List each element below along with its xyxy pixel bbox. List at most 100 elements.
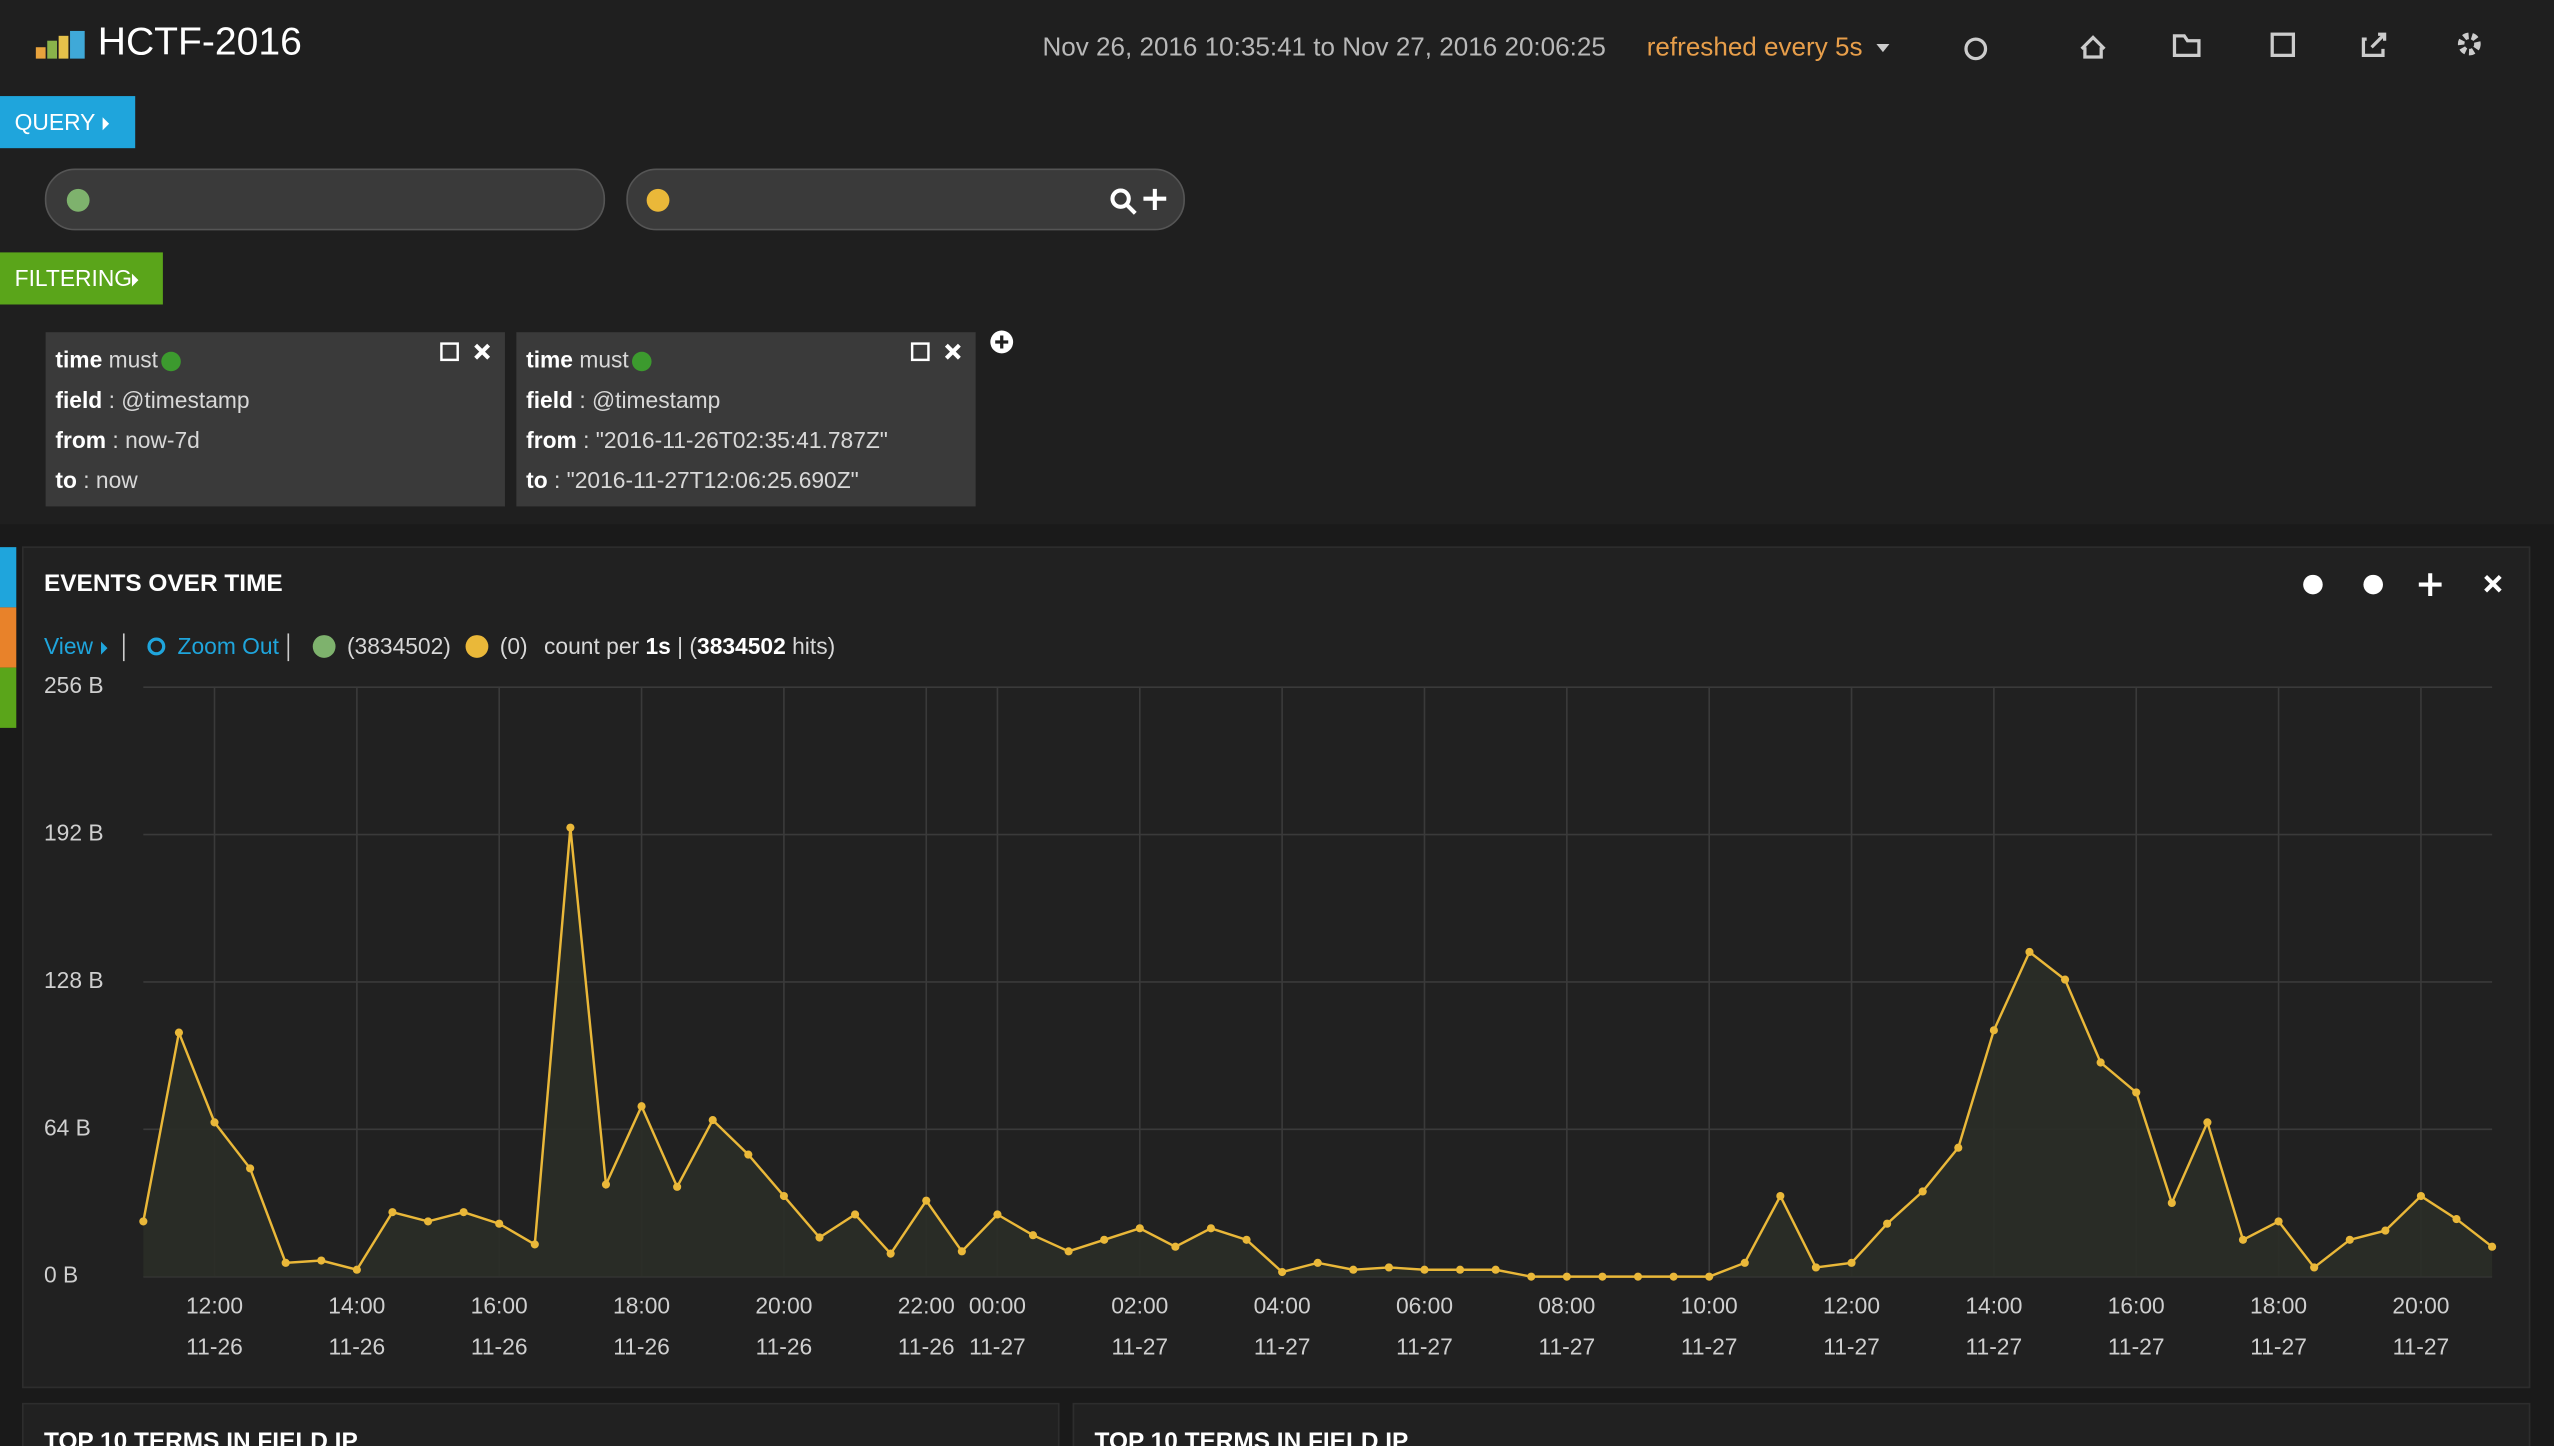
- row-tab[interactable]: [0, 547, 17, 608]
- x-tick-label: 06:00: [1396, 1293, 1453, 1319]
- point: [1954, 1143, 1963, 1152]
- x-tick-date: 11-27: [2393, 1333, 2450, 1359]
- x-tick-date: 11-27: [1823, 1333, 1880, 1359]
- point: [1562, 1272, 1571, 1281]
- plus: [995, 335, 1009, 349]
- point: [1705, 1272, 1714, 1281]
- x-tick-date: 11-27: [2250, 1333, 2307, 1359]
- point: [2381, 1226, 2390, 1235]
- filter-value: @timestamp: [592, 387, 720, 413]
- settings-icon[interactable]: [2363, 574, 2383, 595]
- point: [139, 1217, 148, 1226]
- filter-mode: must: [579, 347, 629, 373]
- x-tick-label: 02:00: [1111, 1293, 1168, 1319]
- x-tick-label: 14:00: [1965, 1293, 2022, 1319]
- point: [922, 1196, 931, 1205]
- point: [2488, 1242, 2497, 1251]
- x-tick-date: 11-27: [2108, 1333, 2165, 1359]
- point: [2345, 1235, 2354, 1244]
- panel-actions: [2303, 573, 2502, 596]
- filter-remove[interactable]: [474, 343, 491, 360]
- legend: (3834502) (0): [312, 633, 528, 659]
- point: [1527, 1272, 1536, 1281]
- query-input[interactable]: [626, 168, 1185, 231]
- settings-icon[interactable]: [2457, 32, 2481, 56]
- point: [2310, 1263, 2319, 1272]
- point: [1028, 1231, 1038, 1240]
- point: [2452, 1215, 2461, 1224]
- query-button[interactable]: [0, 96, 136, 149]
- share-icon[interactable]: [2361, 32, 2387, 57]
- point: [1420, 1265, 1429, 1274]
- point: [459, 1208, 468, 1217]
- point: [1064, 1247, 1073, 1256]
- dashboard-title: HCTF-2016: [98, 20, 302, 63]
- query-input[interactable]: [44, 168, 606, 231]
- filter-key: field: [526, 387, 573, 413]
- point: [1847, 1258, 1856, 1267]
- filter-line: to : now: [55, 467, 138, 493]
- filter-line: from : now-7d: [55, 427, 199, 453]
- add-query-icon[interactable]: [1143, 188, 1167, 211]
- zoom-icon: [147, 637, 166, 656]
- point: [1776, 1191, 1785, 1201]
- filter-toggle[interactable]: [440, 342, 459, 362]
- refresh-rate[interactable]: refreshed every 5s: [1647, 32, 1863, 62]
- point: [1278, 1267, 1287, 1277]
- point: [2416, 1191, 2426, 1201]
- time-range[interactable]: Nov 26, 2016 10:35:41 to Nov 27, 2016 20…: [1042, 32, 1605, 62]
- point: [2096, 1058, 2105, 1067]
- x-tick-date: 11-26: [898, 1333, 955, 1359]
- dropdown-caret[interactable]: [1876, 43, 1890, 53]
- point: [1633, 1272, 1643, 1281]
- point: [708, 1115, 717, 1125]
- point: [744, 1150, 753, 1159]
- x-tick-label: 12:00: [1823, 1293, 1880, 1319]
- point: [2274, 1217, 2283, 1226]
- caret: [102, 117, 110, 131]
- zoom-out[interactable]: Zoom Out: [178, 633, 280, 659]
- search-icon[interactable]: [1110, 188, 1131, 209]
- point: [281, 1258, 290, 1267]
- refresh-icon[interactable]: [1964, 37, 1988, 61]
- point: [1740, 1258, 1749, 1267]
- move-icon[interactable]: [2418, 573, 2442, 596]
- point: [601, 1180, 611, 1189]
- x-tick-date: 11-26: [471, 1333, 528, 1359]
- view-link[interactable]: View: [44, 633, 94, 659]
- point: [174, 1028, 183, 1037]
- x-tick-date: 11-27: [1111, 1333, 1168, 1359]
- filter-toggle[interactable]: [910, 342, 930, 362]
- info-icon[interactable]: [2303, 574, 2323, 595]
- point: [1100, 1235, 1109, 1244]
- open-icon[interactable]: [2172, 34, 2201, 57]
- filter-line: to : "2016-11-27T12:06:25.690Z": [526, 467, 859, 493]
- point: [1669, 1272, 1678, 1281]
- filter-key: from: [526, 427, 577, 453]
- filter-value: "2016-11-27T12:06:25.690Z": [567, 467, 859, 493]
- x-tick-label: 12:00: [186, 1293, 243, 1319]
- point: [2238, 1235, 2248, 1244]
- x-tick-date: 11-26: [186, 1333, 243, 1359]
- y-tick-label: 128 B: [44, 967, 104, 993]
- point: [1349, 1265, 1358, 1274]
- filter-remove[interactable]: [944, 343, 961, 360]
- home-icon[interactable]: [2080, 35, 2106, 59]
- save-icon[interactable]: [2270, 32, 2296, 57]
- hits-open: | (: [677, 633, 697, 659]
- x-tick-label: 14:00: [328, 1293, 385, 1319]
- x-tick-date: 11-27: [1966, 1333, 2023, 1359]
- point: [1384, 1263, 1393, 1272]
- filter-line: field : @timestamp: [526, 387, 720, 413]
- point: [2025, 947, 2034, 957]
- caret: [100, 641, 108, 655]
- row-tab[interactable]: [0, 667, 17, 728]
- x-tick-date: 11-27: [1254, 1333, 1311, 1359]
- row-tab[interactable]: [0, 607, 17, 668]
- point: [495, 1219, 504, 1228]
- point: [1171, 1242, 1180, 1251]
- x-tick-label: 20:00: [755, 1293, 812, 1319]
- close-icon[interactable]: [2484, 575, 2502, 593]
